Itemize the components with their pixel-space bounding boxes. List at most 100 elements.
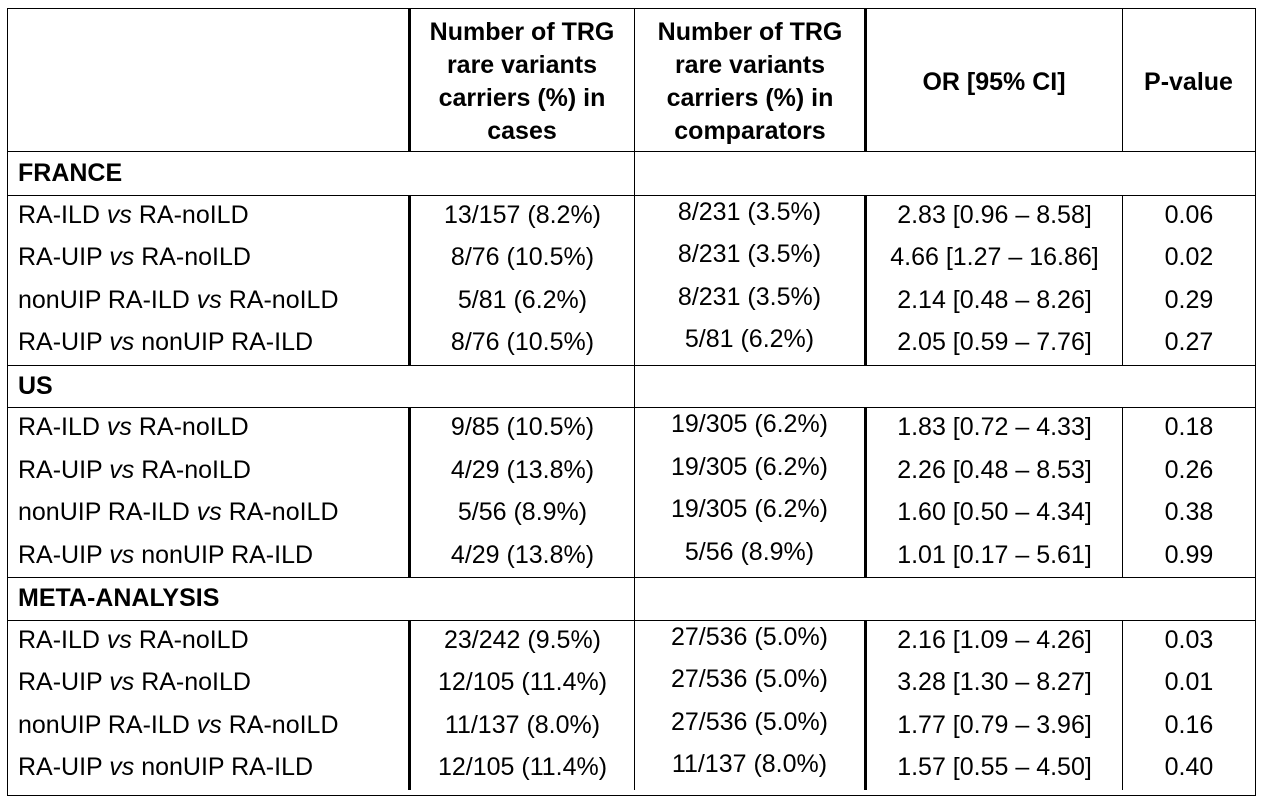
group-b: nonUIP RA-ILD bbox=[141, 540, 314, 569]
vs-word: vs bbox=[106, 413, 132, 441]
comparators-cell: 19/305 (6.2%) bbox=[670, 452, 829, 481]
pvalue-cell: 0.02 bbox=[1164, 243, 1214, 271]
pvalue-cell: 0.03 bbox=[1164, 625, 1214, 654]
group-a: RA-UIP bbox=[18, 668, 103, 696]
comparators-cell: 8/231 (3.5%) bbox=[677, 282, 822, 311]
group-b: RA-noILD bbox=[141, 455, 251, 484]
group-a: RA-ILD bbox=[18, 625, 100, 654]
cases-cell: 12/105 (11.4%) bbox=[437, 753, 608, 781]
comparison-label: RA-UIP vs RA-noILD bbox=[18, 455, 251, 485]
group-a: nonUIP RA-ILD bbox=[18, 498, 190, 526]
group-b: RA-noILD bbox=[228, 710, 339, 739]
group-b: RA-noILD bbox=[228, 285, 339, 314]
pvalue-cell: 0.40 bbox=[1164, 753, 1214, 781]
or-cell: 1.57 [0.55 – 4.50] bbox=[897, 753, 1092, 781]
col-divider bbox=[864, 619, 867, 790]
group-a: RA-UIP bbox=[18, 455, 103, 484]
section-row-border bbox=[7, 194, 1256, 196]
group-a: RA-ILD bbox=[18, 413, 100, 441]
col-divider bbox=[634, 619, 635, 790]
or-cell: 4.66 [1.27 – 16.86] bbox=[890, 243, 1099, 271]
header-col-divider bbox=[864, 8, 867, 151]
section-title: US bbox=[18, 371, 53, 400]
pvalue-cell: 0.01 bbox=[1164, 668, 1214, 696]
cases-cell: 12/105 (11.4%) bbox=[437, 668, 608, 696]
section-row-border bbox=[7, 619, 1256, 621]
section-divider bbox=[634, 152, 635, 195]
group-b: RA-noILD bbox=[138, 625, 249, 654]
group-b: RA-noILD bbox=[141, 243, 251, 271]
vs-word: vs bbox=[109, 328, 135, 356]
group-b: RA-noILD bbox=[138, 200, 249, 229]
vs-word: vs bbox=[109, 455, 135, 484]
group-b: nonUIP RA-ILD bbox=[141, 328, 314, 356]
or-cell: 2.83 [0.96 – 8.58] bbox=[897, 200, 1092, 229]
header-col-divider bbox=[408, 8, 411, 151]
col-divider bbox=[634, 194, 635, 365]
comparators-cell: 27/536 (5.0%) bbox=[670, 622, 829, 651]
col-divider bbox=[1122, 407, 1123, 577]
group-a: RA-UIP bbox=[18, 243, 103, 271]
col-divider bbox=[1122, 194, 1123, 365]
group-b: nonUIP RA-ILD bbox=[141, 753, 314, 781]
cases-cell: 5/81 (6.2%) bbox=[457, 285, 588, 314]
or-cell: 1.60 [0.50 – 4.34] bbox=[897, 498, 1092, 526]
vs-word: vs bbox=[109, 540, 135, 569]
comparators-cell: 27/536 (5.0%) bbox=[670, 707, 829, 736]
vs-word: vs bbox=[196, 498, 222, 526]
vs-word: vs bbox=[106, 200, 132, 229]
group-b: RA-noILD bbox=[228, 498, 339, 526]
pvalue-cell: 0.16 bbox=[1164, 710, 1214, 739]
comparison-label: RA-UIP vs RA-noILD bbox=[18, 242, 251, 272]
group-a: RA-UIP bbox=[18, 540, 103, 569]
vs-word: vs bbox=[109, 753, 135, 781]
header-col-divider bbox=[1122, 8, 1123, 151]
header-col-divider bbox=[634, 8, 635, 151]
cases-cell: 23/242 (9.5%) bbox=[443, 625, 602, 654]
comparators-cell: 5/56 (8.9%) bbox=[684, 537, 815, 566]
comparators-cell: 5/81 (6.2%) bbox=[684, 325, 815, 353]
pvalue-cell: 0.38 bbox=[1164, 498, 1214, 526]
pvalue-cell: 0.06 bbox=[1164, 200, 1214, 229]
comparators-cell: 19/305 (6.2%) bbox=[670, 410, 829, 438]
table-border-right bbox=[1255, 8, 1256, 796]
table-border-top bbox=[7, 8, 1256, 9]
section-title: META-ANALYSIS bbox=[18, 584, 220, 612]
vs-word: vs bbox=[196, 285, 222, 314]
pvalue-cell: 0.99 bbox=[1164, 540, 1214, 569]
group-a: nonUIP RA-ILD bbox=[18, 285, 190, 314]
comparison-label: RA-UIP vs nonUIP RA-ILD bbox=[18, 327, 313, 357]
section-row-border bbox=[7, 407, 1256, 408]
cases-cell: 4/29 (13.8%) bbox=[450, 455, 595, 484]
vs-word: vs bbox=[109, 243, 135, 271]
cases-cell: 11/137 (8.0%) bbox=[444, 710, 601, 739]
table-border-left bbox=[7, 8, 8, 796]
header-pvalue: P-value bbox=[1144, 68, 1233, 96]
section-border bbox=[7, 577, 1256, 578]
group-b: RA-noILD bbox=[141, 668, 251, 696]
section-divider bbox=[634, 577, 635, 620]
section-border bbox=[7, 364, 1256, 366]
or-cell: 2.26 [0.48 – 8.53] bbox=[897, 455, 1092, 484]
comparison-label: RA-UIP vs nonUIP RA-ILD bbox=[18, 540, 313, 570]
cases-cell: 9/85 (10.5%) bbox=[450, 413, 595, 441]
or-cell: 3.28 [1.30 – 8.27] bbox=[897, 668, 1092, 696]
cases-cell: 8/76 (10.5%) bbox=[450, 243, 595, 271]
comparison-label: RA-UIP vs nonUIP RA-ILD bbox=[18, 752, 313, 782]
comparison-label: nonUIP RA-ILD vs RA-noILD bbox=[18, 497, 339, 527]
col-divider bbox=[634, 407, 635, 577]
col-divider bbox=[864, 194, 867, 365]
comparison-label: RA-ILD vs RA-noILD bbox=[18, 200, 249, 230]
col-divider bbox=[864, 407, 867, 577]
col-divider bbox=[1122, 619, 1123, 790]
section-title: FRANCE bbox=[18, 159, 123, 187]
comparators-cell: 11/137 (8.0%) bbox=[671, 750, 828, 778]
group-a: RA-UIP bbox=[18, 753, 103, 781]
col-divider bbox=[408, 619, 411, 790]
group-a: RA-ILD bbox=[18, 200, 100, 229]
or-cell: 1.77 [0.79 – 3.96] bbox=[897, 710, 1092, 739]
section-divider bbox=[634, 364, 635, 407]
comparison-label: nonUIP RA-ILD vs RA-noILD bbox=[18, 285, 339, 315]
header-divider bbox=[7, 151, 1256, 152]
